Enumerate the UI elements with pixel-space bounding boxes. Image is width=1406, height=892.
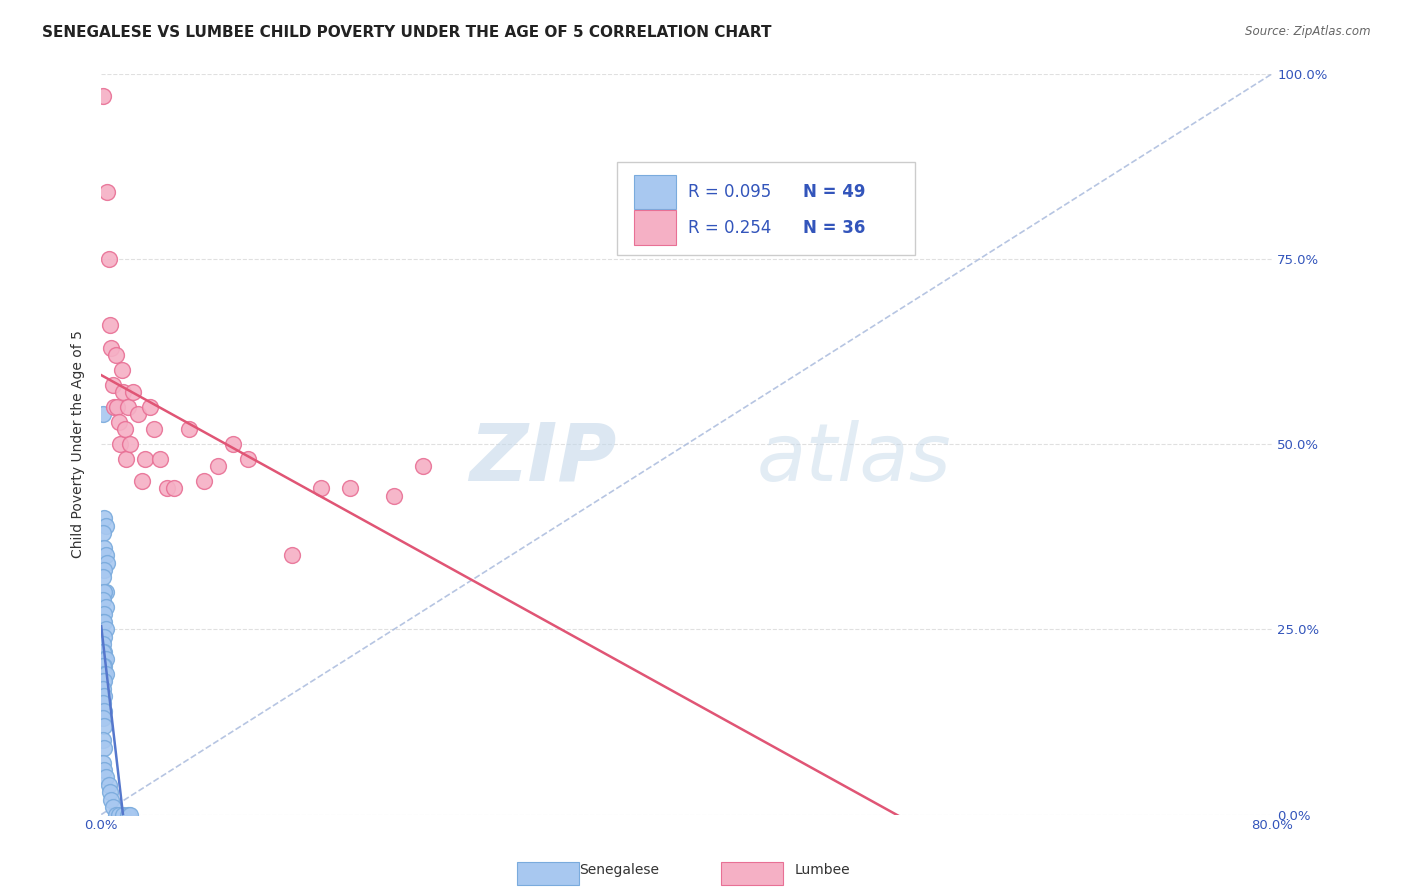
Point: [93, 541, 115, 555]
Point: [93, 652, 115, 666]
Point: [122, 385, 145, 400]
FancyBboxPatch shape: [634, 211, 676, 244]
Point: [91, 644, 114, 658]
Point: [222, 437, 245, 451]
Point: [94, 518, 117, 533]
Point: [163, 482, 186, 496]
Point: [236, 451, 259, 466]
Text: ZIP: ZIP: [470, 420, 617, 498]
Point: [93, 607, 115, 622]
Point: [127, 408, 149, 422]
Point: [91, 408, 114, 422]
Point: [309, 482, 332, 496]
Point: [280, 548, 302, 562]
Point: [382, 489, 405, 503]
Text: Lumbee: Lumbee: [794, 863, 851, 877]
Point: [111, 363, 134, 377]
Point: [93, 585, 115, 599]
Point: [134, 451, 156, 466]
Point: [149, 451, 172, 466]
Point: [142, 422, 165, 436]
Point: [107, 807, 129, 822]
Point: [131, 474, 153, 488]
Point: [177, 422, 200, 436]
Point: [91, 659, 114, 673]
Point: [98, 318, 121, 333]
Point: [94, 548, 117, 562]
Point: [117, 400, 139, 414]
Point: [96, 185, 118, 199]
Point: [94, 622, 117, 636]
Point: [93, 615, 115, 629]
Text: atlas: atlas: [756, 420, 952, 498]
Point: [103, 400, 125, 414]
Point: [101, 377, 124, 392]
Point: [91, 570, 114, 584]
Point: [93, 644, 115, 658]
Point: [94, 585, 117, 599]
Point: [112, 385, 135, 400]
Point: [93, 740, 115, 755]
Text: N = 36: N = 36: [803, 219, 865, 236]
Point: [93, 666, 115, 681]
Point: [112, 807, 135, 822]
Point: [94, 600, 117, 615]
Point: [91, 592, 114, 607]
Text: R = 0.095: R = 0.095: [688, 183, 772, 201]
Point: [91, 733, 114, 747]
Point: [93, 659, 115, 673]
Point: [117, 807, 139, 822]
Point: [104, 807, 127, 822]
Point: [93, 763, 115, 777]
Point: [138, 400, 160, 414]
Point: [93, 704, 115, 718]
Point: [94, 666, 117, 681]
Point: [91, 615, 114, 629]
Y-axis label: Child Poverty Under the Age of 5: Child Poverty Under the Age of 5: [72, 330, 86, 558]
Point: [193, 474, 215, 488]
Point: [93, 630, 115, 644]
Text: N = 49: N = 49: [803, 183, 865, 201]
FancyBboxPatch shape: [634, 175, 676, 209]
Point: [91, 674, 114, 689]
Point: [91, 637, 114, 651]
Point: [91, 525, 114, 540]
Point: [93, 689, 115, 703]
Point: [104, 348, 127, 362]
Point: [91, 756, 114, 770]
Point: [91, 697, 114, 711]
Point: [91, 711, 114, 725]
Point: [100, 341, 122, 355]
Point: [97, 252, 120, 266]
Point: [96, 556, 118, 570]
Point: [412, 459, 434, 474]
Point: [114, 422, 136, 436]
Point: [98, 785, 121, 799]
Point: [100, 793, 122, 807]
Point: [97, 778, 120, 792]
Point: [120, 807, 142, 822]
FancyBboxPatch shape: [617, 162, 915, 255]
Point: [156, 482, 179, 496]
Point: [93, 718, 115, 732]
Point: [207, 459, 229, 474]
Text: SENEGALESE VS LUMBEE CHILD POVERTY UNDER THE AGE OF 5 CORRELATION CHART: SENEGALESE VS LUMBEE CHILD POVERTY UNDER…: [42, 25, 772, 40]
Point: [115, 451, 138, 466]
Point: [93, 563, 115, 577]
Point: [93, 511, 115, 525]
Point: [107, 415, 129, 429]
Point: [94, 771, 117, 785]
Point: [110, 437, 132, 451]
Point: [105, 400, 128, 414]
Point: [339, 482, 361, 496]
Point: [120, 437, 142, 451]
Point: [94, 652, 117, 666]
Text: R = 0.254: R = 0.254: [688, 219, 772, 236]
Point: [101, 800, 124, 814]
Point: [91, 88, 114, 103]
Text: Source: ZipAtlas.com: Source: ZipAtlas.com: [1246, 25, 1371, 38]
Point: [93, 674, 115, 689]
Text: Senegalese: Senegalese: [579, 863, 658, 877]
Point: [91, 681, 114, 696]
